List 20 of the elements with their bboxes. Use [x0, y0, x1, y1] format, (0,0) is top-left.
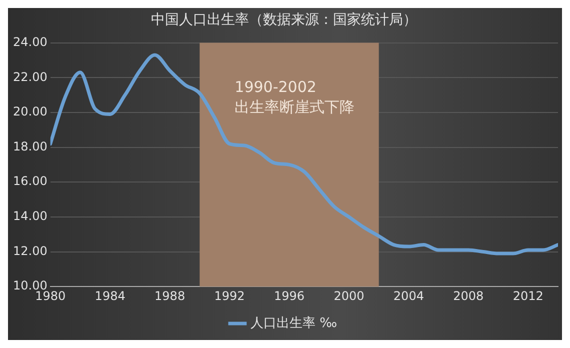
y-tick-label: 20.00 — [12, 104, 48, 119]
x-tick-label: 2004 — [393, 288, 424, 303]
x-tick-label: 1980 — [35, 288, 66, 303]
y-tick-label: 14.00 — [12, 209, 48, 224]
y-tick-label: 18.00 — [12, 139, 48, 154]
y-tick-label: 16.00 — [12, 174, 48, 188]
legend-label: 人口出生率 ‰ — [250, 314, 338, 331]
x-tick-label: 1992 — [214, 288, 245, 303]
y-tick-label: 22.00 — [12, 70, 48, 84]
chart-title: 中国人口出生率（数据来源：国家统计局） — [151, 12, 417, 28]
line-series — [50, 53, 558, 256]
x-tick-label: 2000 — [334, 288, 364, 303]
band-label: 1990-2002 出生率断崖式下降 — [234, 78, 355, 116]
x-tick-label: 2008 — [453, 288, 484, 303]
y-tick-label: 24.00 — [12, 34, 48, 49]
x-tick-label: 2012 — [512, 288, 544, 303]
x-tick-label: 1996 — [274, 288, 305, 303]
x-tick-label: 1984 — [94, 288, 126, 303]
y-tick-label: 12.00 — [12, 244, 48, 258]
x-tick-label: 1988 — [154, 288, 186, 303]
